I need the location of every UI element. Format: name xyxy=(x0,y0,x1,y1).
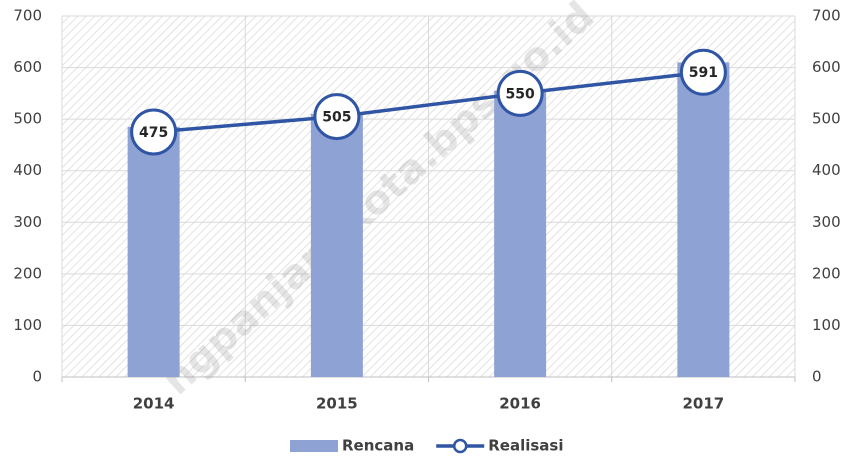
data-label: 475 xyxy=(139,125,168,141)
data-label-marker xyxy=(130,108,178,156)
y2-tick-label: 200 xyxy=(812,264,841,282)
legend-label: Rencana xyxy=(342,437,414,455)
x-tick-label: 2017 xyxy=(683,395,725,413)
data-label-marker xyxy=(313,93,361,141)
y-tick-label: 0 xyxy=(32,368,42,386)
bar xyxy=(677,62,730,378)
legend-swatch xyxy=(290,440,338,452)
x-tick-label: 2014 xyxy=(133,395,175,413)
line xyxy=(153,70,704,134)
data-label: 550 xyxy=(506,86,535,102)
y2-tick-label: 400 xyxy=(812,161,841,179)
data-label: 505 xyxy=(322,110,351,126)
y-tick-label: 500 xyxy=(13,110,42,128)
y-tick-label: 600 xyxy=(13,58,42,76)
y-tick-label: 300 xyxy=(13,213,42,231)
data-label: 591 xyxy=(689,65,718,81)
y2-tick-label: 300 xyxy=(812,213,841,231)
bar xyxy=(494,90,547,378)
y2-tick-label: 0 xyxy=(812,368,822,386)
y-tick-label: 400 xyxy=(13,161,42,179)
y2-tick-label: 100 xyxy=(812,316,841,334)
y-tick-label: 700 xyxy=(13,7,42,25)
x-tick-label: 2015 xyxy=(316,395,358,413)
legend-label: Realisasi xyxy=(488,437,563,455)
bar xyxy=(310,113,363,377)
data-label-marker xyxy=(496,69,544,117)
legend-swatch-marker xyxy=(452,438,468,454)
bar xyxy=(127,126,180,377)
y2-tick-label: 700 xyxy=(812,7,841,25)
y2-tick-label: 600 xyxy=(812,58,841,76)
y-tick-label: 200 xyxy=(13,264,42,282)
y2-tick-label: 500 xyxy=(812,110,841,128)
data-label-marker xyxy=(679,48,727,96)
x-tick-label: 2016 xyxy=(499,395,541,413)
y-tick-label: 100 xyxy=(13,316,42,334)
